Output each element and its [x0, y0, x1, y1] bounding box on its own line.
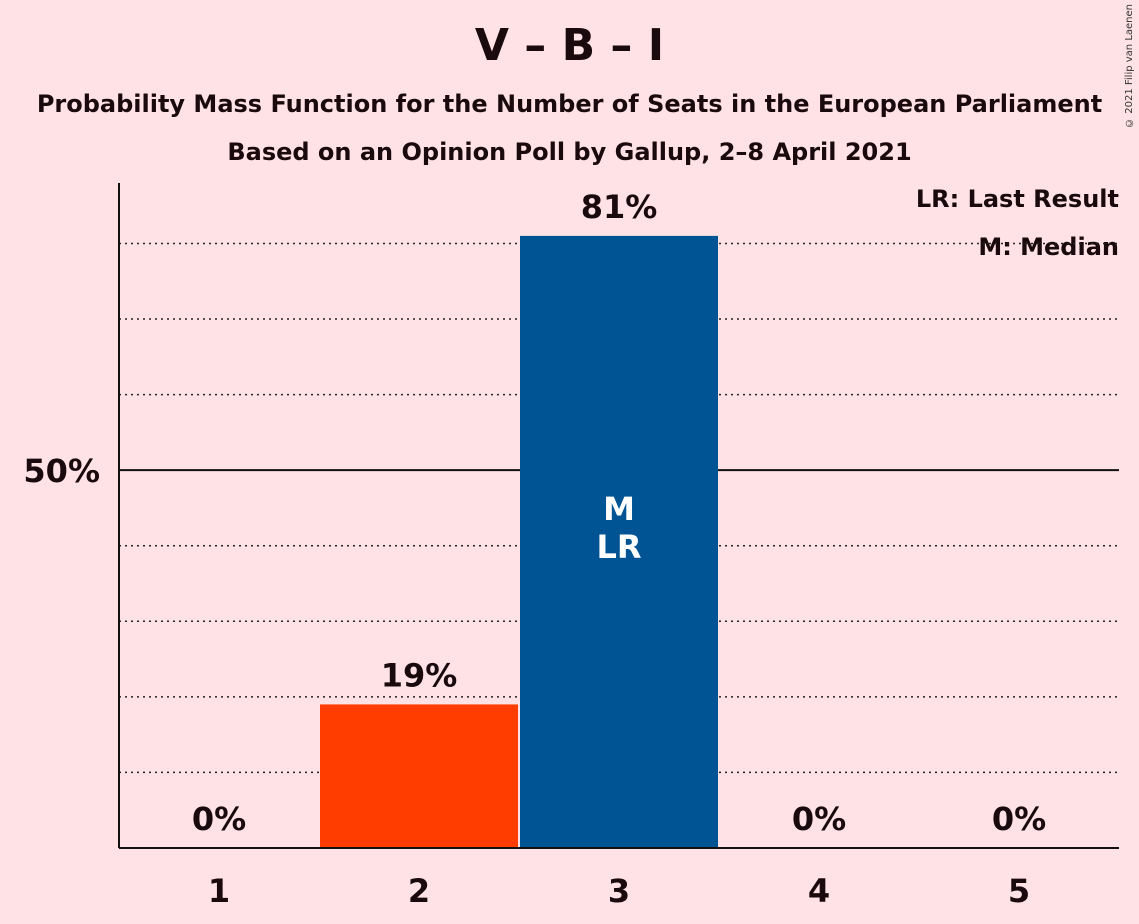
- x-tick-label: 5: [1008, 872, 1030, 910]
- data-label: 0%: [792, 800, 846, 838]
- x-tick-label: 1: [208, 872, 230, 910]
- chart-title: V – B – I: [474, 20, 665, 71]
- chart-subtitle-poll: Based on an Opinion Poll by Gallup, 2–8 …: [227, 138, 912, 166]
- data-label: 81%: [581, 188, 658, 226]
- median-marker: M: [603, 490, 635, 528]
- bar: [520, 235, 718, 849]
- chart-subtitle: Probability Mass Function for the Number…: [36, 90, 1103, 118]
- last-result-marker: LR: [596, 528, 641, 566]
- data-label: 19%: [381, 656, 458, 694]
- legend-median: M: Median: [978, 233, 1119, 261]
- data-label: 0%: [192, 800, 246, 838]
- y-tick-label: 50%: [23, 452, 100, 490]
- x-tick-label: 2: [408, 872, 430, 910]
- legend-last-result: LR: Last Result: [915, 185, 1119, 213]
- x-tick-label: 4: [808, 872, 830, 910]
- x-tick-label: 3: [608, 872, 630, 910]
- data-label: 0%: [992, 800, 1046, 838]
- bar: [320, 704, 518, 848]
